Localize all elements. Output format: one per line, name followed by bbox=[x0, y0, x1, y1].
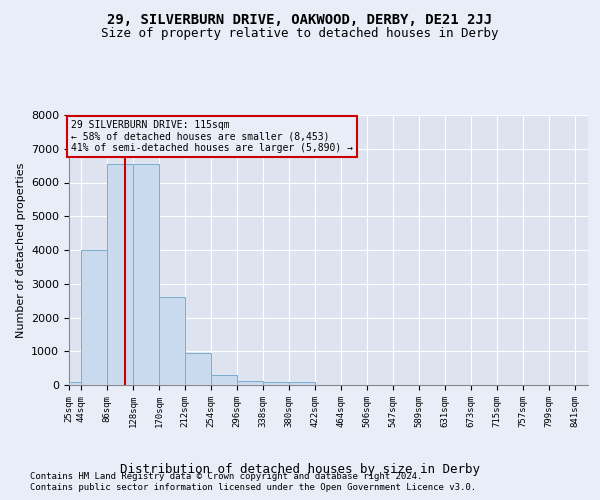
Text: Distribution of detached houses by size in Derby: Distribution of detached houses by size … bbox=[120, 462, 480, 475]
Text: Contains HM Land Registry data © Crown copyright and database right 2024.: Contains HM Land Registry data © Crown c… bbox=[30, 472, 422, 481]
Bar bbox=[185, 353, 211, 385]
Bar bbox=[237, 380, 263, 385]
Bar bbox=[107, 164, 133, 385]
Bar bbox=[289, 382, 315, 385]
Text: Size of property relative to detached houses in Derby: Size of property relative to detached ho… bbox=[101, 28, 499, 40]
Bar bbox=[263, 382, 289, 385]
Bar bbox=[133, 164, 159, 385]
Bar bbox=[211, 375, 237, 385]
Bar bbox=[159, 297, 185, 385]
Text: 29 SILVERBURN DRIVE: 115sqm
← 58% of detached houses are smaller (8,453)
41% of : 29 SILVERBURN DRIVE: 115sqm ← 58% of det… bbox=[71, 120, 353, 154]
Text: Contains public sector information licensed under the Open Government Licence v3: Contains public sector information licen… bbox=[30, 484, 476, 492]
Bar bbox=[81, 250, 107, 385]
Bar bbox=[69, 382, 81, 385]
Y-axis label: Number of detached properties: Number of detached properties bbox=[16, 162, 26, 338]
Text: 29, SILVERBURN DRIVE, OAKWOOD, DERBY, DE21 2JJ: 29, SILVERBURN DRIVE, OAKWOOD, DERBY, DE… bbox=[107, 12, 493, 26]
